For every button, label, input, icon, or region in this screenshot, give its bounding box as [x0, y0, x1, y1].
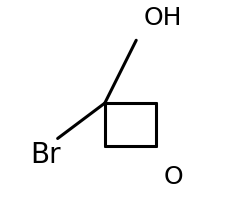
Text: O: O	[164, 164, 183, 188]
Text: OH: OH	[144, 5, 183, 29]
Text: Br: Br	[30, 140, 61, 168]
